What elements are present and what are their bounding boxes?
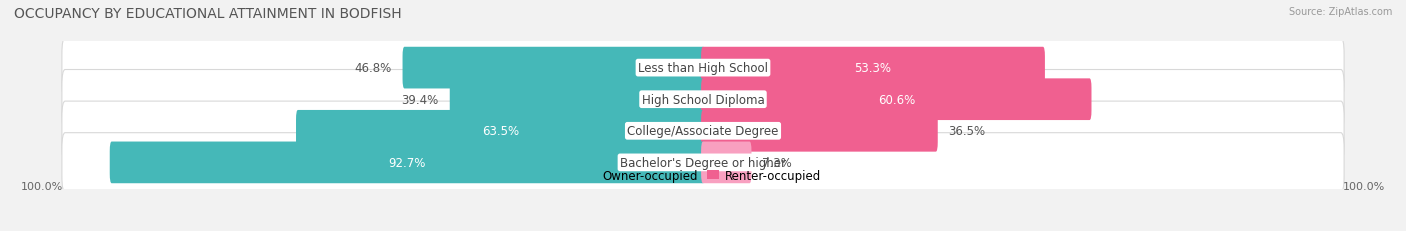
- Text: College/Associate Degree: College/Associate Degree: [627, 125, 779, 138]
- Text: 7.3%: 7.3%: [762, 156, 792, 169]
- Text: 92.7%: 92.7%: [388, 156, 426, 169]
- FancyBboxPatch shape: [702, 48, 1045, 89]
- Text: 53.3%: 53.3%: [855, 62, 891, 75]
- FancyBboxPatch shape: [702, 79, 1091, 121]
- FancyBboxPatch shape: [110, 142, 704, 183]
- Text: 36.5%: 36.5%: [949, 125, 986, 138]
- Legend: Owner-occupied, Renter-occupied: Owner-occupied, Renter-occupied: [579, 164, 827, 186]
- FancyBboxPatch shape: [402, 48, 704, 89]
- Text: 100.0%: 100.0%: [1343, 181, 1385, 191]
- Text: 100.0%: 100.0%: [21, 181, 63, 191]
- Text: 60.6%: 60.6%: [877, 93, 915, 106]
- FancyBboxPatch shape: [62, 102, 1344, 161]
- FancyBboxPatch shape: [62, 133, 1344, 192]
- FancyBboxPatch shape: [62, 39, 1344, 98]
- Text: 46.8%: 46.8%: [354, 62, 392, 75]
- FancyBboxPatch shape: [62, 70, 1344, 129]
- Text: High School Diploma: High School Diploma: [641, 93, 765, 106]
- FancyBboxPatch shape: [450, 79, 704, 121]
- FancyBboxPatch shape: [702, 110, 938, 152]
- Text: Bachelor's Degree or higher: Bachelor's Degree or higher: [620, 156, 786, 169]
- FancyBboxPatch shape: [297, 110, 704, 152]
- Text: Less than High School: Less than High School: [638, 62, 768, 75]
- Text: Source: ZipAtlas.com: Source: ZipAtlas.com: [1288, 7, 1392, 17]
- Text: OCCUPANCY BY EDUCATIONAL ATTAINMENT IN BODFISH: OCCUPANCY BY EDUCATIONAL ATTAINMENT IN B…: [14, 7, 402, 21]
- FancyBboxPatch shape: [702, 142, 751, 183]
- Text: 63.5%: 63.5%: [482, 125, 519, 138]
- Text: 39.4%: 39.4%: [402, 93, 439, 106]
